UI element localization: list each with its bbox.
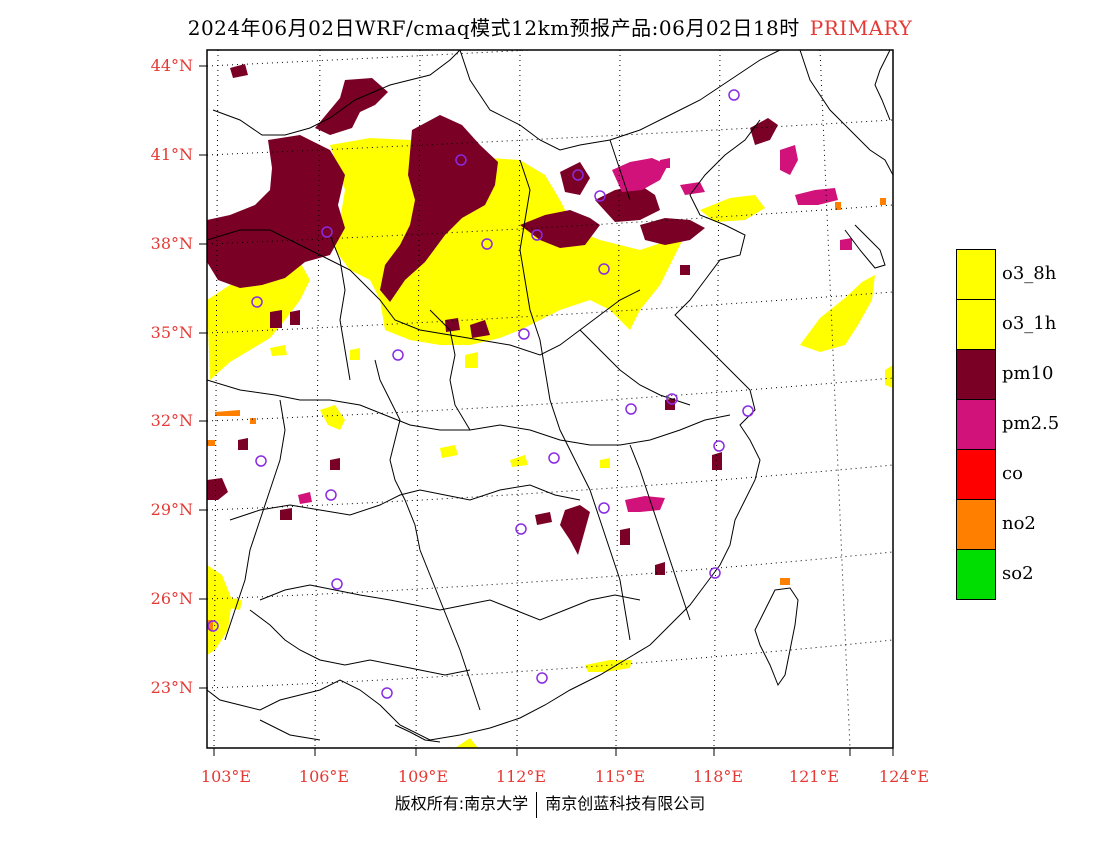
legend-label-o3-8h: o3_8h (1002, 263, 1057, 284)
lat-label-23: 23°N (151, 678, 193, 697)
lat-label-38: 38°N (151, 234, 193, 253)
copyright-left: 版权所有:南京大学 (394, 794, 529, 813)
legend-item-pm10: pm10 (956, 349, 1086, 400)
lat-labels: 44°N 41°N 38°N 35°N 32°N 29°N 26°N 23°N (151, 56, 193, 697)
lat-label-35: 35°N (151, 323, 193, 342)
graticule (207, 50, 893, 748)
no2-spots (207, 198, 886, 630)
legend-label-pm10: pm10 (1002, 363, 1054, 384)
lon-label-124: 124°E (879, 767, 929, 786)
title-main: 2024年06月02日WRF/cmaq模式12km预报产品:06月02日18时 (187, 16, 800, 40)
lon-label-103: 103°E (201, 767, 251, 786)
lat-label-44: 44°N (151, 56, 193, 75)
lon-labels: 103°E 106°E 109°E 112°E 115°E 118°E 121°… (201, 767, 929, 786)
legend-swatch-no2 (956, 499, 996, 550)
lat-label-29: 29°N (151, 500, 193, 519)
lat-label-41: 41°N (151, 145, 193, 164)
legend-label-pm25: pm2.5 (1002, 413, 1060, 434)
legend-label-no2: no2 (1002, 513, 1036, 534)
lat-label-26: 26°N (151, 589, 193, 608)
copyright-footer: 版权所有:南京大学 南京创蓝科技有限公司 (0, 790, 1100, 818)
legend-swatch-pm25 (956, 399, 996, 450)
lon-ticks (213, 748, 894, 756)
boundary-lines (207, 50, 893, 743)
lon-label-112: 112°E (496, 767, 546, 786)
lat-label-32: 32°N (151, 411, 193, 430)
legend-swatch-so2 (956, 549, 996, 600)
station-markers (207, 89, 754, 699)
legend-item-co: co (956, 449, 1086, 500)
legend-swatch-co (956, 449, 996, 500)
title-primary-tag: PRIMARY (809, 16, 913, 40)
legend-swatch-o3-1h (956, 299, 996, 350)
legend-label-so2: so2 (1002, 563, 1034, 584)
legend-item-pm25: pm2.5 (956, 399, 1086, 450)
lon-label-106: 106°E (299, 767, 349, 786)
lat-ticks (199, 65, 207, 689)
legend-item-o3-8h: o3_8h (956, 249, 1086, 300)
legend: o3_8h o3_1h pm10 pm2.5 co no2 so2 (956, 249, 1086, 600)
legend-item-o3-1h: o3_1h (956, 299, 1086, 350)
map-frame (206, 49, 894, 749)
lon-label-115: 115°E (595, 767, 645, 786)
legend-label-o3-1h: o3_1h (1002, 313, 1057, 334)
map-title: 2024年06月02日WRF/cmaq模式12km预报产品:06月02日18时 P… (0, 12, 1100, 41)
legend-item-so2: so2 (956, 549, 1086, 600)
lon-label-121: 121°E (789, 767, 839, 786)
lon-label-118: 118°E (693, 767, 743, 786)
pm10-regions (207, 64, 778, 575)
legend-swatch-pm10 (956, 349, 996, 400)
pm25-regions (298, 145, 852, 512)
copyright-right: 南京创蓝科技有限公司 (545, 794, 706, 813)
legend-swatch-o3-8h (956, 249, 996, 300)
lon-label-109: 109°E (398, 767, 448, 786)
map-content (207, 50, 893, 748)
legend-item-no2: no2 (956, 499, 1086, 550)
legend-label-co: co (1002, 463, 1023, 484)
footer-separator (536, 791, 538, 818)
